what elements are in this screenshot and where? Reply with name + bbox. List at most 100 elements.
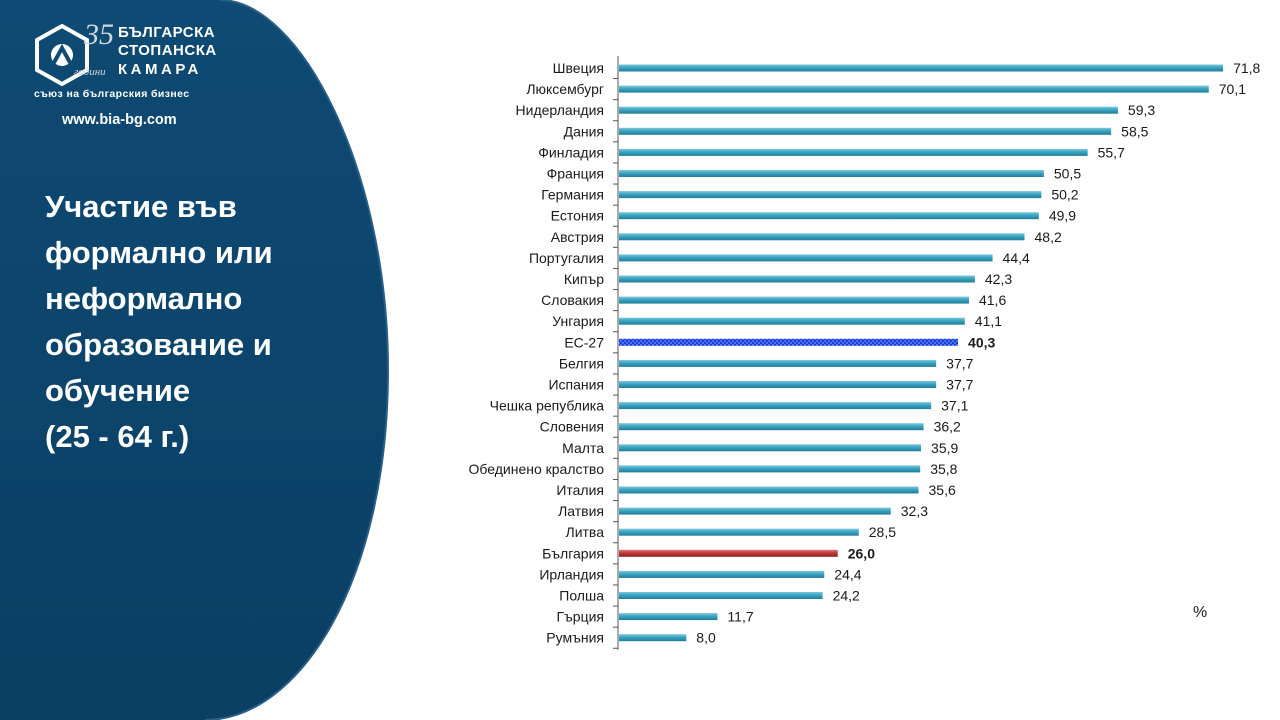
bar-26 — [619, 613, 718, 621]
title-line: (25 - 64 г.) — [45, 419, 190, 454]
category-label: Литва — [566, 524, 605, 540]
bar-6 — [619, 191, 1042, 199]
bar-4 — [619, 148, 1088, 156]
value-label: 58,5 — [1121, 123, 1148, 139]
bar-1 — [619, 85, 1209, 93]
bar-11 — [619, 296, 969, 304]
category-label: Словакия — [541, 292, 604, 308]
bar-14 — [619, 359, 937, 367]
bar-24 — [619, 570, 825, 578]
bar-9 — [619, 254, 993, 262]
value-label: 59,3 — [1128, 102, 1155, 118]
category-label: Швеция — [553, 60, 604, 76]
bar-16 — [619, 402, 932, 410]
bar-0 — [619, 64, 1224, 72]
value-label: 8,0 — [696, 630, 716, 646]
bar-17 — [619, 423, 924, 431]
value-label: 35,6 — [929, 482, 956, 498]
value-label: 44,4 — [1003, 250, 1030, 266]
value-label: 49,9 — [1049, 208, 1076, 224]
title-line: образование и — [45, 327, 272, 362]
brand-logo: 35 години БЪЛГАРСКА СТОПАНСКА КАМАРА съю… — [34, 18, 234, 112]
value-label: 11,7 — [727, 609, 753, 625]
category-label: Полша — [559, 588, 604, 604]
category-label: Унгария — [552, 313, 604, 329]
title-line: Участие във — [45, 189, 237, 224]
bar-18 — [619, 444, 922, 452]
value-label: 24,4 — [834, 566, 861, 582]
bar-21 — [619, 507, 891, 515]
category-label: Естония — [551, 208, 604, 224]
value-label: 48,2 — [1035, 229, 1062, 245]
category-label: Италия — [556, 482, 604, 498]
unit-label: % — [1193, 604, 1208, 621]
value-label: 50,5 — [1054, 166, 1081, 182]
value-label: 36,2 — [934, 419, 961, 435]
bar-10 — [619, 275, 975, 283]
category-label: Австрия — [551, 229, 604, 245]
panel-shape — [0, 0, 388, 720]
value-label: 35,8 — [930, 461, 957, 477]
website-link[interactable]: www.bia-bg.com — [62, 112, 177, 128]
title-line: неформално — [45, 281, 243, 316]
bar-13 — [619, 338, 959, 346]
value-label: 37,7 — [946, 377, 973, 393]
value-label: 50,2 — [1051, 187, 1078, 203]
value-label: 24,2 — [833, 588, 860, 604]
category-label: България — [542, 545, 604, 561]
value-label: 71,8 — [1233, 60, 1260, 76]
bar-3 — [619, 127, 1112, 135]
value-label: 55,7 — [1098, 144, 1125, 160]
bar-19 — [619, 465, 921, 473]
category-label: Испания — [548, 377, 604, 393]
value-label: 41,6 — [979, 292, 1006, 308]
bar-25 — [619, 592, 823, 599]
value-label: 42,3 — [985, 271, 1012, 287]
logo-tagline: съюз на българския бизнес — [34, 88, 190, 100]
category-label: Малта — [562, 440, 604, 456]
logo-line-3: КАМАРА — [118, 61, 202, 78]
logo-line-2: СТОПАНСКА — [118, 42, 217, 59]
value-label: 40,3 — [968, 334, 995, 350]
bar-15 — [619, 381, 937, 388]
bar-12 — [619, 317, 965, 325]
category-label: Белгия — [559, 355, 604, 371]
slide-title: Участие във формално или неформално обра… — [45, 184, 345, 460]
logo-anniversary: 35 — [84, 18, 114, 51]
title-line: обучение — [45, 373, 191, 408]
bar-22 — [619, 528, 859, 536]
value-label: 26,0 — [848, 545, 875, 561]
logo-anniversary-word: години — [74, 66, 106, 78]
category-label: Португалия — [529, 250, 604, 266]
category-label: Кипър — [564, 271, 604, 287]
category-label: ЕС-27 — [564, 334, 604, 350]
category-label: Финладия — [538, 144, 604, 160]
bar-8 — [619, 233, 1025, 241]
value-label: 41,1 — [975, 313, 1002, 329]
category-label: Ирландия — [539, 566, 604, 582]
left-panel — [0, 0, 390, 720]
bar-20 — [619, 486, 919, 494]
bar-7 — [619, 212, 1039, 220]
category-label: Дания — [564, 123, 604, 139]
category-label: Гърция — [556, 609, 604, 625]
title-line: формално или — [45, 235, 273, 270]
category-label: Люксембург — [526, 81, 604, 97]
value-label: 32,3 — [901, 503, 928, 519]
logo-emblem-icon — [35, 24, 89, 86]
category-label: Германия — [541, 187, 604, 203]
bar-5 — [619, 170, 1044, 177]
category-label: Чешка република — [490, 398, 605, 414]
category-label: Нидерландия — [516, 102, 604, 118]
bar-23 — [619, 549, 838, 557]
value-label: 37,1 — [941, 398, 968, 414]
category-label: Румъния — [546, 630, 604, 646]
category-label: Обединено кралство — [469, 461, 605, 477]
category-label: Латвия — [558, 503, 604, 519]
value-label: 35,9 — [931, 440, 958, 456]
value-label: 70,1 — [1219, 81, 1246, 97]
category-label: Словения — [540, 419, 604, 435]
panel-outline — [204, 0, 390, 720]
bar-27 — [619, 634, 687, 642]
